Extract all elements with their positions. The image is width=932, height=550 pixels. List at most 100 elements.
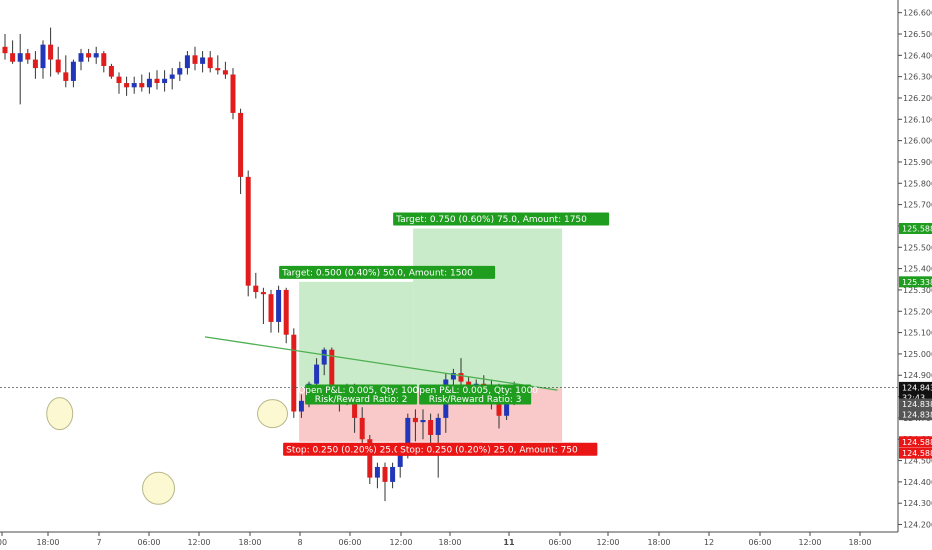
x-tick-label: 12 xyxy=(704,538,714,547)
candle xyxy=(2,33,8,60)
x-tick-label: 18:00 xyxy=(647,538,670,547)
candle-body xyxy=(101,53,107,66)
price-badge-label: 124.838 xyxy=(902,411,932,420)
candle xyxy=(268,289,274,333)
candle xyxy=(154,70,160,90)
candle xyxy=(93,46,99,64)
candle xyxy=(374,462,380,489)
candle xyxy=(390,462,396,489)
candle-body xyxy=(55,59,61,73)
x-tick-label: 12:00 xyxy=(389,538,412,547)
target-label: Target: 0.750 (0.60%) 75.0, Amount: 1750 xyxy=(395,215,587,225)
candle xyxy=(222,61,228,79)
candle xyxy=(86,48,92,62)
y-axis-background xyxy=(898,0,932,550)
candle-body xyxy=(48,44,54,60)
candle xyxy=(32,51,38,79)
candle xyxy=(215,55,221,75)
pnl-box xyxy=(305,384,418,405)
candle xyxy=(146,72,152,94)
x-tick-label: 18:00 xyxy=(238,538,261,547)
candle-body xyxy=(291,334,297,412)
price-badge-label: 124.843 xyxy=(902,383,932,392)
highlight-circle xyxy=(142,471,176,505)
price-badge-stop xyxy=(899,436,932,448)
y-tick-label: 125.100 xyxy=(903,329,932,338)
candle xyxy=(169,68,175,90)
candle-body xyxy=(40,44,46,69)
x-axis-background xyxy=(0,532,932,550)
y-tick-label: 125.800 xyxy=(903,179,932,188)
x-tick-label: 06:00 xyxy=(748,538,771,547)
x-tick-label: 11 xyxy=(503,538,515,547)
stop-label-box xyxy=(397,442,598,456)
x-tick-label: 06:00 xyxy=(548,538,571,547)
candle xyxy=(382,462,388,502)
candle-body xyxy=(230,74,236,113)
price-badge-level xyxy=(899,398,932,410)
candle xyxy=(177,61,183,81)
candle xyxy=(367,434,373,485)
y-tick-label: 126.100 xyxy=(903,115,932,124)
candle xyxy=(200,51,206,73)
candle-body xyxy=(314,364,320,384)
y-tick-label: 124.500 xyxy=(903,457,932,466)
y-tick-label: 126.600 xyxy=(903,9,932,18)
candle xyxy=(276,285,282,333)
y-tick-label: 124.300 xyxy=(903,499,932,508)
candle-body xyxy=(184,55,190,69)
risk-reward-text: Risk/Reward Ratio: 3 xyxy=(429,395,522,405)
x-tick-label: 12:00 xyxy=(798,538,821,547)
candle xyxy=(17,33,23,105)
risk-reward-text: Risk/Reward Ratio: 2 xyxy=(315,395,408,405)
candle-body xyxy=(86,53,92,58)
candle xyxy=(78,48,84,71)
candle-body xyxy=(367,439,373,478)
target-label-box xyxy=(279,265,496,279)
y-tick-label: 126.500 xyxy=(903,30,932,39)
candle-body xyxy=(321,349,327,365)
candle-body xyxy=(124,83,130,88)
candle xyxy=(412,409,418,442)
price-badge-label: 124.588 xyxy=(902,449,932,458)
price-badge-timer xyxy=(899,392,932,404)
pnl-text: Open P&L: 0.005, Qty: 1000 xyxy=(298,386,424,396)
candle-body xyxy=(268,294,274,322)
y-tick-label: 125.000 xyxy=(903,350,932,359)
candle xyxy=(48,27,54,77)
candle-body xyxy=(146,78,152,88)
position-boxes[interactable] xyxy=(299,228,563,442)
candle-body xyxy=(245,176,251,286)
x-tick-label: 00 xyxy=(0,538,7,547)
stop-label: Stop: 0.250 (0.20%) 25.0, Amount: 750 xyxy=(400,445,578,455)
candle-body xyxy=(70,61,76,81)
candle-body xyxy=(25,53,31,60)
y-tick-label: 125.700 xyxy=(903,201,932,210)
candle xyxy=(420,409,426,440)
candle-body xyxy=(222,70,228,75)
candle-body xyxy=(215,68,221,71)
y-tick-label: 124.900 xyxy=(903,371,932,380)
candle-body xyxy=(359,417,365,440)
price-badge-last xyxy=(899,381,932,393)
position-labels: Target: 0.500 (0.40%) 50.0, Amount: 1500… xyxy=(279,212,610,456)
candle-body xyxy=(260,292,266,295)
candle-body xyxy=(177,68,183,75)
candle xyxy=(70,59,76,88)
candle-body xyxy=(435,417,441,435)
candle xyxy=(230,68,236,120)
candle xyxy=(450,368,456,386)
candle xyxy=(458,358,464,389)
y-tick-label: 125.500 xyxy=(903,243,932,252)
candle-body xyxy=(131,83,137,88)
x-tick-label: 12:00 xyxy=(187,538,210,547)
price-badge-label: 124.838 xyxy=(902,400,932,409)
candle-body xyxy=(412,417,418,423)
candle xyxy=(40,40,46,79)
candle xyxy=(321,347,327,376)
candle xyxy=(108,63,114,79)
chart-drawings[interactable] xyxy=(0,336,898,505)
candle-body xyxy=(428,420,434,435)
candle xyxy=(139,74,145,92)
